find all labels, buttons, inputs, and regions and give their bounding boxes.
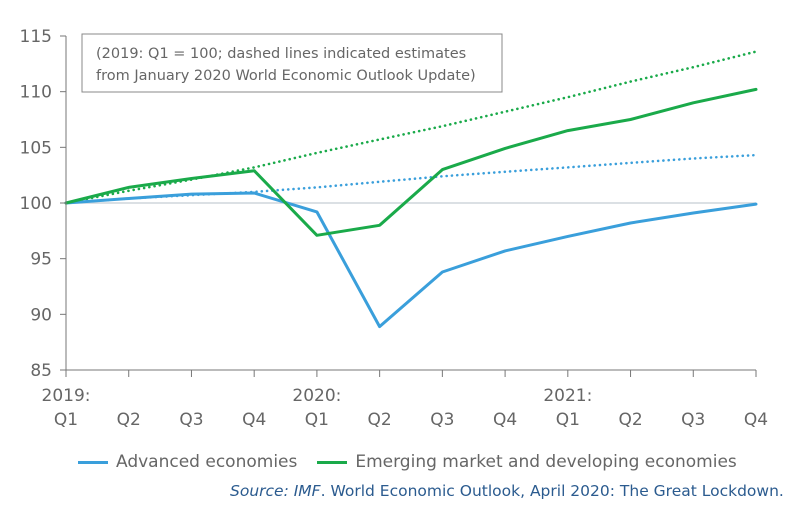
x-tick-label: Q1: [305, 410, 329, 430]
note-line-1: (2019: Q1 = 100; dashed lines indicated …: [96, 46, 466, 62]
y-tick-label: 85: [30, 361, 52, 381]
x-year-label: 2021:: [543, 386, 592, 406]
x-tick-label: Q4: [744, 410, 768, 430]
chart-legend: Advanced economies Emerging market and d…: [78, 452, 757, 472]
axis-layer: 85 90 95 100 105 110 115 Q1 Q2 Q3 Q4 Q1 Q2 Q3 Q4 Q1 Q2 Q3…: [20, 27, 769, 430]
note-line-2: from January 2020 World Economic Outlook…: [96, 68, 476, 84]
y-tick-label: 110: [20, 83, 52, 103]
y-tick-label: 95: [30, 250, 52, 270]
x-tick-label: Q3: [179, 410, 203, 430]
source-note: Source: IMF. World Economic Outlook, Apr…: [230, 482, 784, 500]
series-layer: [64, 50, 758, 329]
source-text: . World Economic Outlook, April 2020: Th…: [320, 482, 784, 500]
line-chart: 85 90 95 100 105 110 115 Q1 Q2 Q3 Q4 Q1 Q2 Q3 Q4 Q1 Q2 Q3…: [20, 27, 769, 430]
source-label: Source: IMF: [230, 482, 321, 500]
legend-item-emerging: Emerging market and developing economies: [317, 452, 737, 472]
x-year-label: 2019:: [42, 386, 91, 406]
x-tick-label: Q2: [618, 410, 642, 430]
x-tick-label: Q1: [54, 410, 78, 430]
y-tick-label: 100: [20, 194, 52, 214]
x-year-label: 2020:: [292, 386, 341, 406]
legend-item-advanced: Advanced economies: [78, 452, 297, 472]
series-line-estimate-2: [64, 153, 758, 205]
y-tick-label: 105: [20, 138, 52, 158]
chart-note: (2019: Q1 = 100; dashed lines indicated …: [81, 33, 503, 93]
series-line-0: [64, 191, 758, 329]
x-tick-label: Q2: [117, 410, 141, 430]
x-tick-label: Q2: [368, 410, 392, 430]
x-tick-label: Q1: [556, 410, 580, 430]
y-tick-label: 90: [30, 305, 52, 325]
y-tick-label: 115: [20, 27, 52, 47]
series-line-1: [64, 87, 758, 237]
x-tick-label: Q3: [430, 410, 454, 430]
legend-label-emerging: Emerging market and developing economies: [355, 452, 737, 472]
x-tick-label: Q4: [493, 410, 517, 430]
legend-label-advanced: Advanced economies: [116, 452, 298, 472]
legend-swatch-emerging: [317, 460, 348, 464]
x-tick-label: Q4: [242, 410, 266, 430]
x-tick-label: Q3: [681, 410, 705, 430]
legend-swatch-advanced: [78, 460, 108, 464]
